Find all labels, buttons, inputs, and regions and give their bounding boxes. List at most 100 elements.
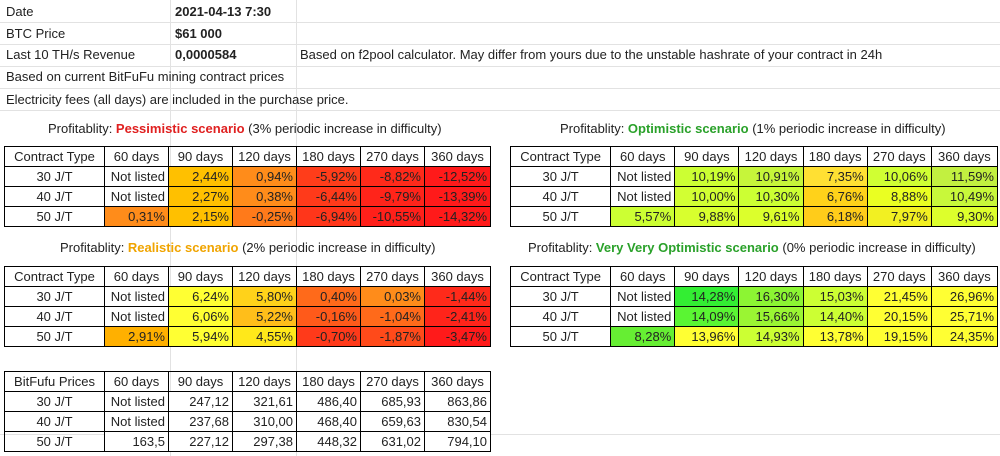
value-cell: -1,04% bbox=[360, 306, 425, 327]
value-cell: 5,94% bbox=[168, 326, 233, 347]
value-cell: 9,61% bbox=[738, 206, 804, 227]
title-pessimistic: Profitablity: Pessimistic scenario (3% p… bbox=[48, 121, 442, 136]
row-label: 40 J/T bbox=[4, 411, 105, 432]
value-cell: -8,82% bbox=[360, 166, 425, 187]
table-row: 40 J/T Not listed 237,68 310,00 468,40 659,63… bbox=[4, 411, 491, 432]
header-row: Contract Type 60 days 90 days 120 days 180 d… bbox=[4, 146, 491, 167]
value-cell: -3,47% bbox=[424, 326, 491, 347]
header-cell: 120 days bbox=[232, 266, 297, 287]
row-label: 30 J/T bbox=[4, 286, 105, 307]
value-cell: 468,40 bbox=[296, 411, 361, 432]
value-cell: -12,52% bbox=[424, 166, 491, 187]
value-cell: 10,30% bbox=[738, 186, 804, 207]
revenue-value: 0,0000584 bbox=[175, 47, 237, 62]
value-cell: 6,18% bbox=[802, 206, 868, 227]
row-label: 50 J/T bbox=[4, 431, 105, 452]
value-cell: 6,76% bbox=[802, 186, 868, 207]
header-cell: 60 days bbox=[104, 371, 169, 392]
header-cell: 60 days bbox=[610, 266, 676, 287]
value-cell: -10,55% bbox=[360, 206, 425, 227]
value-cell: 25,71% bbox=[930, 306, 999, 327]
row-label: 50 J/T bbox=[4, 206, 105, 227]
value-cell: 247,12 bbox=[168, 391, 233, 412]
value-cell: 685,93 bbox=[360, 391, 425, 412]
value-cell: 14,40% bbox=[802, 306, 868, 327]
value-cell: 237,68 bbox=[168, 411, 233, 432]
value-cell: 0,94% bbox=[232, 166, 297, 187]
value-cell: 15,66% bbox=[738, 306, 804, 327]
header-row: Contract Type 60 days 90 days 120 days 180 d… bbox=[509, 146, 999, 167]
value-cell: 321,61 bbox=[232, 391, 297, 412]
value-cell: Not listed bbox=[104, 306, 169, 327]
header-cell: 90 days bbox=[674, 146, 740, 167]
note-contract-prices: Based on current BitFuFu mining contract… bbox=[6, 69, 285, 84]
value-cell: 20,15% bbox=[866, 306, 932, 327]
table-row: 50 J/T 5,57% 9,88% 9,61% 6,18% 7,97% 9,30% bbox=[509, 206, 999, 227]
header-cell: Contract Type bbox=[4, 266, 105, 287]
revenue-label: Last 10 TH/s Revenue bbox=[6, 47, 136, 62]
btc-price-label: BTC Price bbox=[6, 26, 66, 41]
revenue-note: Based on f2pool calculator. May differ f… bbox=[300, 47, 883, 62]
value-cell: Not listed bbox=[104, 166, 169, 187]
table-row: 50 J/T 2,91% 5,94% 4,55% -0,70% -1,87% -3,47% bbox=[4, 326, 491, 347]
row-label: 50 J/T bbox=[4, 326, 105, 347]
header-cell: 120 days bbox=[738, 266, 804, 287]
header-row: Contract Type 60 days 90 days 120 days 180 d… bbox=[509, 266, 999, 287]
header-cell: 360 days bbox=[930, 146, 999, 167]
header-cell: 270 days bbox=[360, 146, 425, 167]
row-label: 40 J/T bbox=[4, 306, 105, 327]
header-cell: 360 days bbox=[424, 371, 491, 392]
value-cell: 14,09% bbox=[674, 306, 740, 327]
header-cell: 270 days bbox=[866, 266, 932, 287]
header-cell: 90 days bbox=[674, 266, 740, 287]
value-cell: 2,15% bbox=[168, 206, 233, 227]
value-cell: 9,88% bbox=[674, 206, 740, 227]
value-cell: 297,38 bbox=[232, 431, 297, 452]
table-row: 30 J/T Not listed 6,24% 5,80% 0,40% 0,03% -1,4… bbox=[4, 286, 491, 307]
header-cell: 120 days bbox=[738, 146, 804, 167]
value-cell: -6,94% bbox=[296, 206, 361, 227]
value-cell: 8,28% bbox=[610, 326, 676, 347]
table-row: 40 J/T Not listed 14,09% 15,66% 14,40% 20,15%… bbox=[509, 306, 999, 327]
header-cell: Contract Type bbox=[509, 146, 612, 167]
header-cell: 270 days bbox=[866, 146, 932, 167]
value-cell: 310,00 bbox=[232, 411, 297, 432]
value-cell: Not listed bbox=[104, 391, 169, 412]
value-cell: 0,40% bbox=[296, 286, 361, 307]
table-optimistic: Contract Type 60 days 90 days 120 days 180 d… bbox=[509, 146, 999, 227]
header-cell: 120 days bbox=[232, 371, 297, 392]
value-cell: 7,97% bbox=[866, 206, 932, 227]
value-cell: 21,45% bbox=[866, 286, 932, 307]
value-cell: 9,30% bbox=[930, 206, 999, 227]
value-cell: 19,15% bbox=[866, 326, 932, 347]
row-label: 30 J/T bbox=[4, 391, 105, 412]
value-cell: Not listed bbox=[610, 306, 676, 327]
header-cell: Contract Type bbox=[509, 266, 612, 287]
value-cell: 14,28% bbox=[674, 286, 740, 307]
value-cell: -13,39% bbox=[424, 186, 491, 207]
note-electricity: Electricity fees (all days) are included… bbox=[6, 92, 349, 107]
value-cell: 0,31% bbox=[104, 206, 169, 227]
row-label: 30 J/T bbox=[509, 286, 612, 307]
table-row: 30 J/T Not listed 14,28% 16,30% 15,03% 21,45%… bbox=[509, 286, 999, 307]
value-cell: 2,27% bbox=[168, 186, 233, 207]
value-cell: -0,70% bbox=[296, 326, 361, 347]
value-cell: 0,03% bbox=[360, 286, 425, 307]
value-cell: 5,22% bbox=[232, 306, 297, 327]
title-realistic: Profitablity: Realistic scenario (2% per… bbox=[60, 240, 436, 255]
value-cell: 11,59% bbox=[930, 166, 999, 187]
value-cell: 486,40 bbox=[296, 391, 361, 412]
row-label: 40 J/T bbox=[4, 186, 105, 207]
header-cell: Contract Type bbox=[4, 146, 105, 167]
header-cell: 180 days bbox=[296, 266, 361, 287]
header-cell: 180 days bbox=[802, 146, 868, 167]
header-cell: 360 days bbox=[424, 146, 491, 167]
btc-price-value: $61 000 bbox=[175, 26, 222, 41]
value-cell: Not listed bbox=[610, 186, 676, 207]
table-very-optimistic: Contract Type 60 days 90 days 120 days 180 d… bbox=[509, 266, 999, 347]
header-cell: 90 days bbox=[168, 146, 233, 167]
value-cell: 659,63 bbox=[360, 411, 425, 432]
value-cell: 448,32 bbox=[296, 431, 361, 452]
value-cell: -1,87% bbox=[360, 326, 425, 347]
value-cell: 10,00% bbox=[674, 186, 740, 207]
